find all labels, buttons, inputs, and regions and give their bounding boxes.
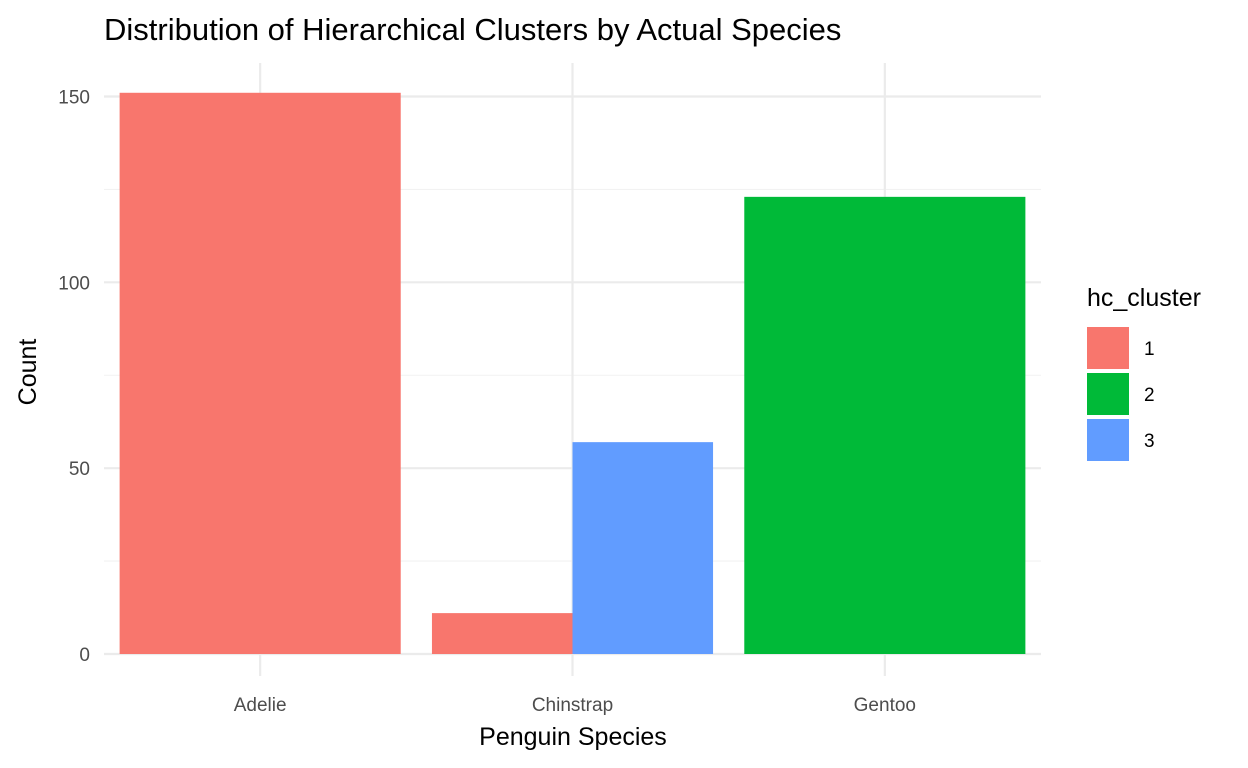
bar-chinstrap-cluster-3 [572, 442, 714, 654]
bar-chinstrap-cluster-1 [431, 613, 573, 654]
legend-entries: 1 2 3 [1087, 327, 1155, 461]
y-tick-label: 50 [69, 459, 90, 480]
x-axis-title: Penguin Species [479, 723, 667, 751]
legend-key-3 [1087, 419, 1129, 461]
x-tick-label: Adelie [234, 695, 287, 716]
chart-title: Distribution of Hierarchical Clusters by… [104, 12, 841, 47]
y-tick-label: 0 [79, 645, 90, 666]
bar-gentoo-cluster-2 [744, 196, 1026, 654]
x-axis-ticks: Adelie Chinstrap Gentoo [234, 695, 916, 716]
y-tick-label: 100 [58, 273, 90, 294]
y-axis-ticks: 0 50 100 150 [58, 88, 90, 667]
bar-adelie-cluster-1 [119, 92, 401, 655]
legend-label-3: 3 [1144, 431, 1155, 452]
bars [119, 92, 1026, 655]
legend-label-1: 1 [1144, 339, 1155, 360]
x-tick-label: Gentoo [854, 695, 916, 716]
legend-key-1 [1087, 327, 1129, 369]
y-tick-label: 150 [58, 88, 90, 109]
legend-label-2: 2 [1144, 385, 1155, 406]
y-axis-title: Count [14, 339, 42, 406]
legend-title: hc_cluster [1087, 284, 1201, 312]
x-tick-label: Chinstrap [532, 695, 613, 716]
legend-key-2 [1087, 373, 1129, 415]
legend: hc_cluster 1 2 3 [1087, 284, 1201, 461]
